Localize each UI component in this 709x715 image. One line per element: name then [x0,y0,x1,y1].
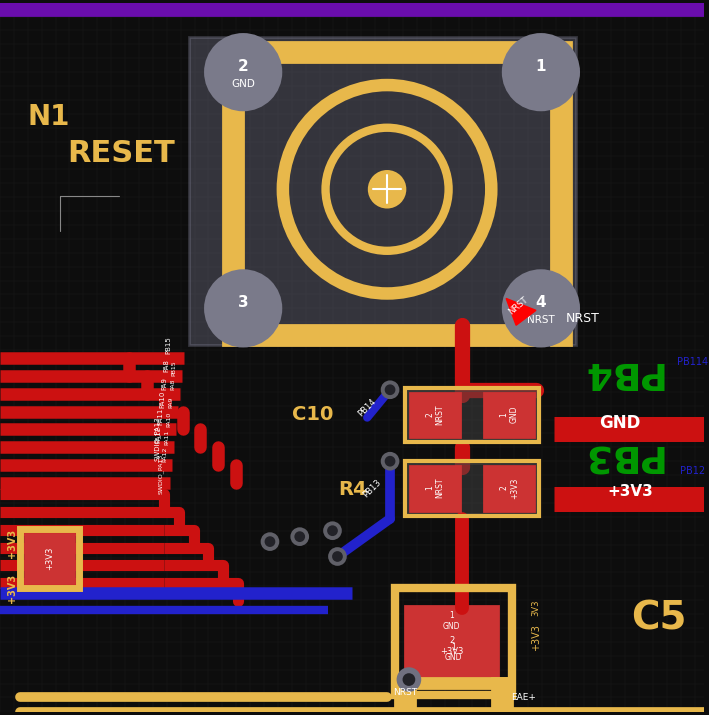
Circle shape [330,548,345,564]
Text: +3V3: +3V3 [7,573,17,603]
Circle shape [503,34,579,110]
Circle shape [206,271,281,346]
Text: +3V3: +3V3 [45,547,54,570]
Bar [427,636,481,671]
Circle shape [503,271,579,346]
Text: PA12: PA12 [156,426,162,443]
Text: NRST: NRST [527,315,554,325]
Text: PB3: PB3 [579,436,661,473]
Circle shape [382,382,398,398]
Text: 1: 1 [536,59,546,74]
Bar [242,325,535,345]
Bar [189,37,576,345]
Text: 3V3: 3V3 [464,691,481,700]
Bar [407,463,537,514]
Text: PB13: PB13 [362,478,383,500]
Text: GND: GND [600,413,641,432]
Text: NRST: NRST [566,312,600,325]
Text: PA8: PA8 [170,379,175,390]
Circle shape [398,669,420,691]
Text: +3V3: +3V3 [7,529,17,558]
Text: 2
NRST: 2 NRST [425,404,445,425]
Text: +3V3: +3V3 [531,624,541,651]
Text: GND: GND [231,79,255,89]
Text: PA11: PA11 [158,408,164,425]
Text: SWDIO_PA13: SWDIO_PA13 [158,454,164,494]
Circle shape [369,172,405,207]
Text: C5: C5 [631,599,687,637]
Bar [223,42,243,345]
Bar [492,678,512,712]
Text: PA9: PA9 [162,377,168,390]
Circle shape [328,527,337,535]
Circle shape [404,675,414,684]
Circle shape [386,458,394,465]
Text: PA10: PA10 [160,390,166,408]
Bar [405,388,539,443]
Text: 1
NRST: 1 NRST [425,478,445,498]
Text: PA8: PA8 [164,359,169,372]
Bar [395,588,512,696]
Circle shape [292,528,308,545]
Circle shape [325,523,340,538]
Circle shape [333,553,342,561]
Text: SWDIO_PA13: SWDIO_PA13 [153,416,160,461]
Text: PB4: PB4 [579,354,661,390]
Bar [410,466,459,511]
Bar [0,3,703,14]
Bar [395,678,415,712]
Text: 3V3: 3V3 [532,600,540,616]
Text: PB15: PB15 [166,336,172,354]
Circle shape [266,538,274,546]
Circle shape [206,34,281,110]
Text: PA12: PA12 [162,447,167,462]
Text: PB12: PB12 [680,466,705,476]
Bar [405,461,539,516]
Text: 2: 2 [238,59,249,74]
Text: +3V3: +3V3 [608,485,653,500]
Circle shape [382,453,398,469]
Bar [405,606,498,686]
Bar [410,393,459,438]
Text: NRST: NRST [393,688,417,697]
Bar [484,393,534,438]
Text: PB14: PB14 [357,397,378,418]
Text: 1
GND: 1 GND [499,406,519,423]
Bar [395,678,512,688]
Bar [407,390,537,440]
Circle shape [262,533,278,550]
Text: 1
GND: 1 GND [443,611,460,631]
Text: 3: 3 [238,295,248,310]
Text: N1: N1 [28,103,70,131]
Bar [484,466,534,511]
Text: 1
GND: 1 GND [445,643,462,663]
Text: PB114: PB114 [677,357,708,367]
Polygon shape [506,298,536,325]
Text: NRST: NRST [506,295,530,316]
Bar [242,42,535,62]
Text: +3V3: +3V3 [474,691,498,700]
Text: 2
+3V3: 2 +3V3 [499,478,519,498]
Text: PB15: PB15 [171,360,177,376]
Text: C10: C10 [292,405,333,424]
Text: PA9: PA9 [168,397,173,408]
Text: PA10: PA10 [166,412,172,427]
Text: R4: R4 [338,480,367,498]
Circle shape [386,386,394,394]
Circle shape [296,533,303,541]
Text: 2
+3V3: 2 +3V3 [440,636,463,656]
Text: RESET: RESET [67,139,175,168]
Text: EAE+: EAE+ [512,693,537,702]
Bar [551,42,571,345]
Text: 4: 4 [535,295,546,310]
Bar [20,528,79,588]
Bar [25,533,74,583]
Text: PA11: PA11 [164,430,169,445]
